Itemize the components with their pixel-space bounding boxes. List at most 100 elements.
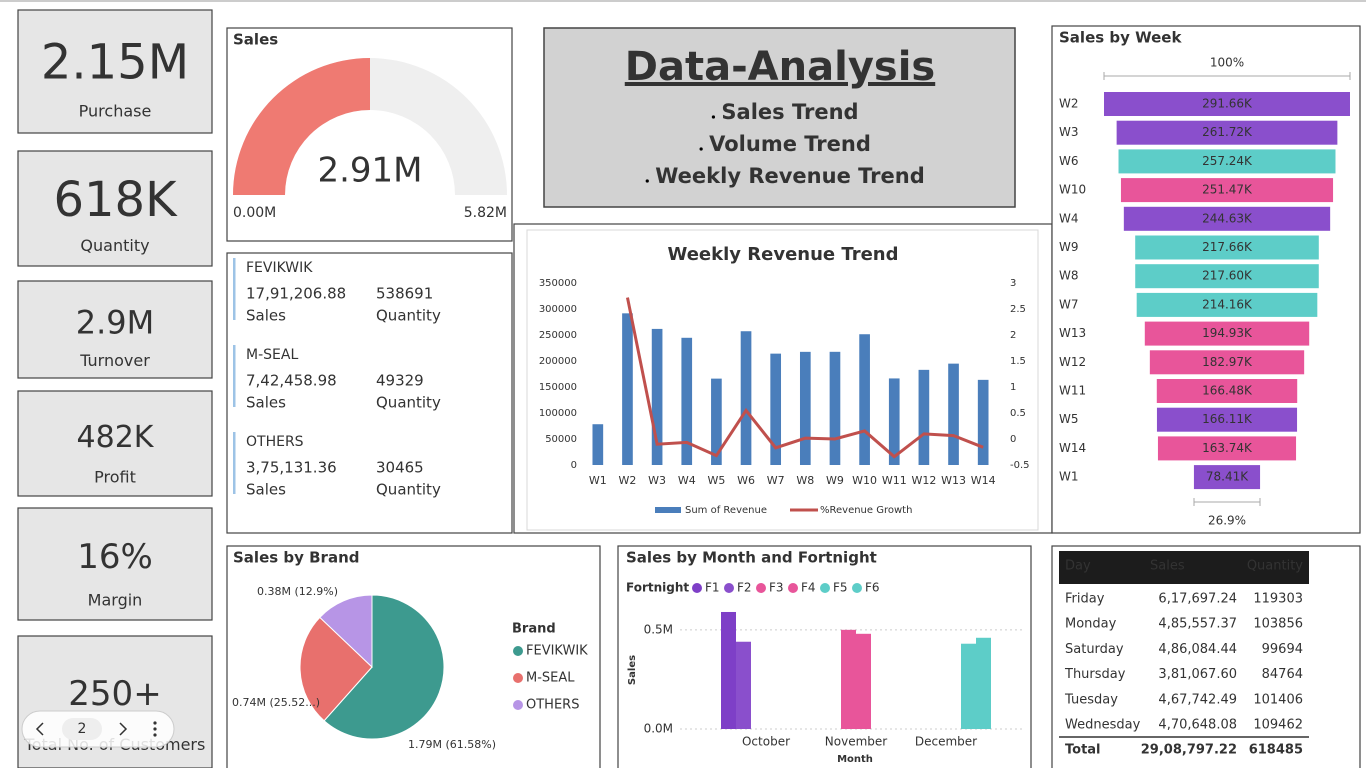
bullet — [699, 147, 703, 151]
pager-page-box — [62, 718, 102, 740]
legend-label: F2 — [737, 581, 752, 595]
table-header-cell: Day — [1065, 559, 1091, 574]
table-total-cell: Total — [1065, 743, 1101, 758]
kpi-value: 16% — [77, 537, 153, 577]
table-cell: 84764 — [1262, 667, 1303, 682]
title-box — [543, 27, 1016, 208]
bar — [592, 424, 604, 465]
y2-tick-label: 2.5 — [1010, 304, 1026, 315]
title-item: Weekly Revenue Trend — [655, 164, 924, 188]
legend-title: Brand — [512, 622, 556, 637]
legend-swatch — [513, 646, 523, 656]
legend-label: F3 — [769, 581, 784, 595]
bar — [622, 313, 633, 465]
table-cell: Monday — [1065, 617, 1117, 632]
bar — [961, 643, 976, 729]
kpi-value: 250+ — [68, 674, 161, 714]
table-cell: 3,81,067.60 — [1158, 667, 1237, 682]
percent-label: 26.9% — [1208, 514, 1246, 528]
bar — [651, 328, 663, 465]
funnel-bar — [1118, 149, 1336, 174]
legend-label: Sum of Revenue — [685, 505, 767, 516]
title-item: Sales Trend — [721, 100, 858, 124]
y-tick-label: 350000 — [539, 278, 577, 289]
y-axis-label: Sales — [627, 655, 638, 685]
category-label: W4 — [1059, 211, 1079, 225]
x-tick-label: W3 — [648, 474, 666, 487]
kpi-card — [17, 507, 213, 621]
bar — [918, 369, 930, 465]
brand-accent — [233, 432, 236, 494]
y2-tick-label: 1.5 — [1010, 356, 1026, 367]
table-header-cell: Sales — [1150, 559, 1185, 574]
pager-next[interactable] — [119, 722, 128, 736]
percent-label: 100% — [1210, 56, 1244, 70]
brand-name: FEVIKWIK — [246, 260, 313, 276]
y2-tick-label: 1 — [1010, 382, 1016, 393]
legend-label: F6 — [865, 581, 880, 595]
x-tick-label: W14 — [971, 474, 996, 487]
category-label: W13 — [1059, 326, 1086, 340]
legend-label: %Revenue Growth — [820, 505, 912, 516]
legend-swatch — [655, 507, 681, 513]
bar — [736, 641, 751, 729]
pager-prev[interactable] — [35, 722, 44, 736]
pager-menu-dot — [153, 733, 157, 737]
bar — [770, 353, 782, 465]
value-label: 0.74M (25.52...) — [232, 696, 320, 709]
funnel-bar — [1104, 92, 1350, 116]
value-label: 217.66K — [1202, 240, 1253, 254]
table-total-cell: 29,08,797.22 — [1141, 743, 1237, 758]
gauge-tick-label: 5.82M — [464, 205, 507, 221]
x-tick-label: W13 — [941, 474, 966, 487]
funnel-bracket — [1103, 72, 1351, 80]
table-header-cell: Quantity — [1247, 559, 1303, 574]
brand-sales-label: Sales — [246, 481, 286, 499]
kpi-card — [17, 390, 213, 497]
bar — [859, 334, 870, 465]
kpi-value: 618K — [53, 172, 178, 228]
legend-swatch — [756, 583, 766, 593]
value-label: 251.47K — [1202, 183, 1253, 197]
table-cell: 4,85,557.37 — [1158, 617, 1237, 632]
brand-quantity-label: Quantity — [376, 307, 441, 325]
x-tick-label: W5 — [707, 474, 725, 487]
kpi-label: Turnover — [79, 351, 150, 370]
category-label: W8 — [1059, 269, 1079, 283]
funnel-bar — [1135, 235, 1319, 260]
y-tick-label: 300000 — [539, 304, 577, 315]
kpi-value: 482K — [77, 420, 155, 455]
x-tick-label: W10 — [852, 474, 877, 487]
table-cell: 99694 — [1262, 642, 1303, 657]
brand-quantity-label: Quantity — [376, 481, 441, 499]
funnel-bar — [1156, 407, 1298, 432]
y-tick-label: 0 — [571, 460, 577, 471]
category-label: W9 — [1059, 240, 1079, 254]
brand-panel — [226, 252, 513, 534]
x-tick-label: W9 — [826, 474, 844, 487]
kpi-label: Purchase — [79, 102, 152, 121]
gauge-value-label: 2.91M — [317, 151, 422, 191]
x-tick-label: W11 — [882, 474, 907, 487]
legend-label: FEVIKWIK — [526, 644, 588, 659]
category-label: W7 — [1059, 297, 1079, 311]
brand-sales: 3,75,131.36 — [246, 459, 337, 477]
brand-accent — [233, 258, 236, 320]
y-tick-label: 250000 — [539, 330, 577, 341]
y-tick-label: 100000 — [539, 408, 577, 419]
category-label: W1 — [1059, 470, 1079, 484]
table-cell: Friday — [1065, 592, 1105, 607]
table-cell: 4,86,084.44 — [1158, 642, 1237, 657]
brand-sales-label: Sales — [246, 394, 286, 412]
bar — [856, 633, 871, 729]
funnel-bracket — [1193, 498, 1261, 506]
value-label: 261.72K — [1202, 125, 1253, 139]
legend-label: F4 — [801, 581, 816, 595]
value-label: 194.93K — [1202, 326, 1253, 340]
y2-tick-label: -0.5 — [1010, 460, 1030, 471]
funnel-bar — [1157, 436, 1297, 461]
x-tick-label: W8 — [796, 474, 814, 487]
bar — [799, 351, 811, 465]
funnel-bar — [1136, 292, 1318, 317]
chart-title: Weekly Revenue Trend — [668, 244, 899, 265]
